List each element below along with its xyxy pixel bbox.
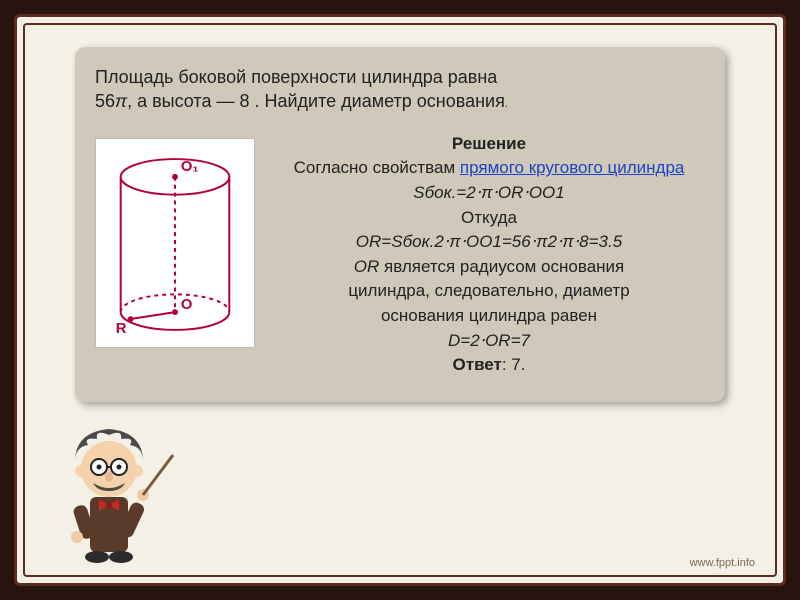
formula-radius: OR=Sбок.2⋅π⋅OO1=56⋅π2⋅π⋅8=3.5	[273, 230, 705, 255]
solution-block: Решение Согласно свойствам прямого круго…	[273, 132, 705, 378]
formula-lateral-area: Sбок.=2⋅π⋅OR⋅OO1	[273, 181, 705, 206]
cylinder-properties-link[interactable]: прямого кругового цилиндра	[460, 158, 684, 177]
cylinder-diagram: O₁ O R	[95, 138, 255, 348]
problem-line2-mid: , а высота — 8 . Найдите диаметр основан…	[127, 91, 505, 111]
problem-period: .	[505, 98, 508, 110]
label-o1: O₁	[181, 159, 199, 175]
label-r: R	[116, 320, 127, 336]
solution-according: Согласно свойствам прямого кругового цил…	[273, 156, 705, 181]
formula-diameter: D=2⋅OR=7	[273, 329, 705, 354]
outer-frame: Площадь боковой поверхности цилиндра рав…	[14, 14, 786, 586]
pi-symbol: π	[115, 91, 127, 111]
problem-number: 56	[95, 91, 115, 111]
label-o: O	[181, 297, 193, 313]
explain-line2: цилиндра, следовательно, диаметр	[273, 279, 705, 304]
solution-heading: Решение	[273, 132, 705, 157]
answer-line: Ответ: 7.	[273, 353, 705, 378]
explain-line3: основания цилиндра равен	[273, 304, 705, 329]
explain-line1: OR является радиусом основания	[273, 255, 705, 280]
whence-text: Откуда	[273, 206, 705, 231]
content-row: O₁ O R Решение Согласно свойствам прямог…	[95, 132, 705, 378]
content-card: Площадь боковой поверхности цилиндра рав…	[75, 47, 725, 402]
problem-statement: Площадь боковой поверхности цилиндра рав…	[95, 65, 705, 114]
according-text: Согласно свойствам	[294, 158, 460, 177]
watermark: www.fppt.info	[690, 557, 755, 569]
einstein-icon	[35, 417, 175, 567]
answer-label: Ответ	[453, 355, 502, 374]
problem-line1: Площадь боковой поверхности цилиндра рав…	[95, 67, 497, 87]
answer-value: : 7.	[502, 355, 526, 374]
inner-frame: Площадь боковой поверхности цилиндра рав…	[23, 23, 777, 577]
